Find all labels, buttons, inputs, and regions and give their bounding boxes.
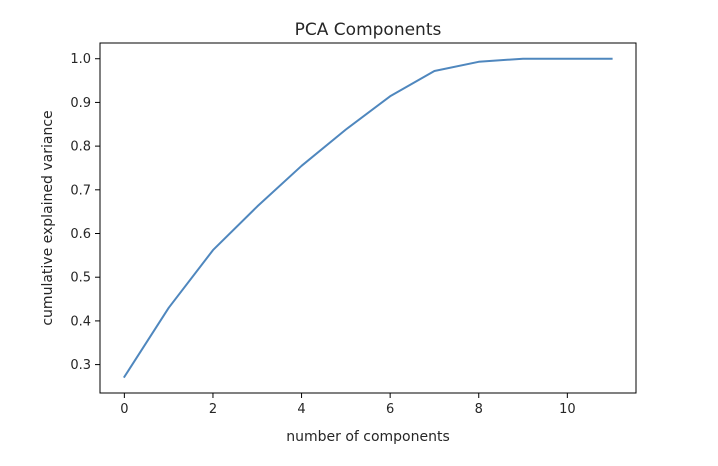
chart-title: PCA Components <box>295 20 442 40</box>
ticks-layer: 0 2 4 6 8 10 0.3 0.4 0.5 0.6 0.7 0.8 0.9 1.0 <box>70 52 575 417</box>
plot-area-frame <box>99 42 637 394</box>
series-layer <box>123 57 613 379</box>
y-tick-label: 1.0 <box>70 52 91 67</box>
y-tick-label: 0.6 <box>70 227 91 242</box>
y-tick-label: 0.8 <box>70 140 91 155</box>
y-tick-label: 0.5 <box>70 271 91 286</box>
x-axis-label: number of components <box>286 429 450 445</box>
x-tick-label: 6 <box>386 402 394 417</box>
y-axis-label: cumulative explained variance <box>40 110 56 325</box>
x-tick-label: 10 <box>559 402 576 417</box>
y-tick-label: 0.9 <box>70 96 91 111</box>
y-tick-label: 0.3 <box>70 358 91 373</box>
x-tick-label: 8 <box>475 402 483 417</box>
y-tick-label: 0.7 <box>70 183 91 198</box>
x-tick-label: 0 <box>120 402 128 417</box>
x-tick-label: 4 <box>297 402 305 417</box>
y-tick-label: 0.4 <box>70 314 91 329</box>
x-tick-label: 2 <box>209 402 217 417</box>
series-line-0 <box>123 57 613 379</box>
